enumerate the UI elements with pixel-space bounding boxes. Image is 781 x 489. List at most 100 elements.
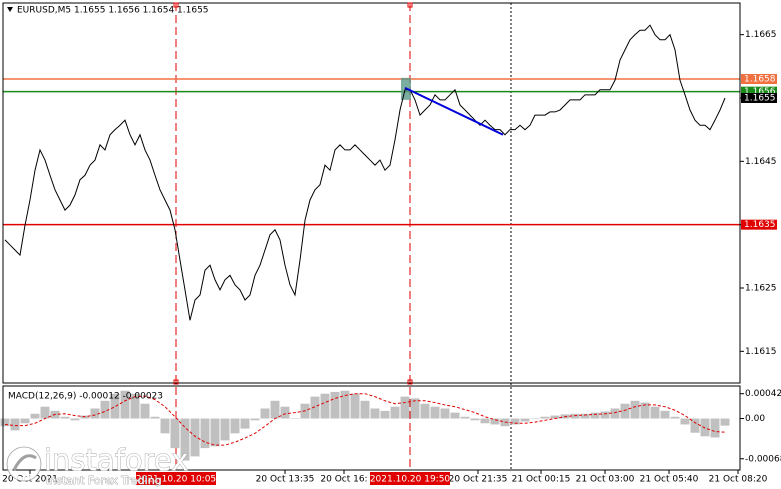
trend-line — [404, 86, 504, 136]
macd-y-tick-label: 0.00042 — [745, 389, 781, 399]
level-box — [741, 74, 777, 84]
macd-bar — [230, 418, 240, 434]
macd-bar — [190, 418, 200, 457]
macd-bar — [200, 418, 210, 449]
macd-bar — [610, 408, 620, 419]
macd-bar — [470, 418, 480, 421]
marker-bottom — [407, 379, 413, 385]
macd-bar — [70, 418, 80, 421]
macd-bar — [310, 396, 320, 419]
x-tick-label: 20 Oct 16: — [320, 475, 367, 485]
macd-bar — [680, 418, 690, 425]
macd-bar — [180, 418, 190, 461]
macd-bar — [220, 418, 230, 441]
macd-bar — [600, 411, 610, 419]
y-tick-label: 1.1665 — [745, 30, 777, 40]
macd-bar — [150, 416, 160, 419]
macd-bar — [450, 412, 460, 419]
macd-bar — [690, 418, 700, 433]
x-tick-label: 21 Oct 05:40 — [640, 475, 699, 485]
macd-bar — [250, 418, 260, 421]
macd-bar — [700, 418, 710, 437]
level-label: 1.1658 — [744, 75, 776, 85]
macd-bar — [420, 403, 430, 419]
macd-bar — [710, 418, 720, 438]
macd-bar — [10, 418, 20, 431]
x-tick-label: 21 Oct 03:00 — [576, 475, 635, 485]
level-box — [741, 93, 777, 103]
macd-bar — [520, 418, 530, 422]
macd-bar — [540, 416, 550, 419]
macd-bar — [570, 413, 580, 419]
level-box — [741, 219, 777, 230]
plots — [0, 3, 744, 474]
macd-bar — [430, 406, 440, 419]
logo-ring — [7, 447, 41, 481]
macd-bar — [490, 418, 500, 425]
macd-bar — [630, 400, 640, 419]
y-tick-label: 1.1645 — [745, 157, 777, 167]
macd-bar — [330, 391, 340, 419]
level-label: 1.1655 — [744, 94, 776, 104]
watermark-name: instaforex — [44, 443, 188, 477]
macd-bar — [340, 390, 350, 419]
x-tick-label: 20 Oct 13:35 — [256, 475, 315, 485]
macd-bar — [280, 406, 290, 419]
marker-box — [136, 472, 216, 485]
macd-bar — [530, 418, 540, 420]
macd-bar — [20, 418, 30, 424]
macd-bar — [360, 400, 370, 419]
y-tick-label: 1.1625 — [745, 284, 777, 294]
macd-bar — [400, 396, 410, 419]
macd-bar — [240, 418, 250, 429]
macd-bar — [410, 398, 420, 419]
marker-bottom — [173, 379, 179, 385]
macd-bar — [90, 408, 100, 419]
watermark-tagline: Instant Forex Trading — [46, 474, 162, 487]
x-tick-label: 21 Oct 00:15 — [512, 475, 571, 485]
macd-bar — [650, 406, 660, 419]
macd-bar — [260, 408, 270, 419]
macd-y-tick-label: -0.00068 — [745, 454, 781, 464]
macd-bar — [380, 410, 390, 419]
macd-bar — [0, 418, 10, 427]
macd-bar — [120, 390, 130, 419]
marker-top — [407, 2, 413, 8]
macd-bar — [350, 393, 360, 419]
marker-box — [370, 472, 450, 485]
macd-bar — [100, 400, 110, 419]
price-frame — [2, 2, 741, 384]
marker-label: 2021.10.20 19:50 — [370, 475, 451, 485]
macd-frame — [2, 385, 741, 471]
macd-bar — [660, 410, 670, 419]
x-tick-label: 20 Oct 21:35 — [449, 475, 508, 485]
macd-bar — [140, 403, 150, 419]
macd-bar — [160, 418, 170, 434]
menu-arrow — [7, 7, 13, 12]
macd-bar — [290, 418, 300, 420]
macd-bar — [580, 413, 590, 419]
macd-bar — [480, 418, 490, 424]
level-label: 1.1635 — [744, 220, 776, 230]
macd-bar — [130, 393, 140, 419]
marker-top — [173, 2, 179, 8]
macd-bar — [60, 416, 70, 419]
macd-bar — [640, 402, 650, 419]
macd-bar — [320, 393, 330, 419]
macd-bar — [30, 413, 40, 419]
macd-bar — [170, 418, 180, 449]
macd-label: MACD(12,26,9) -0.00012 -0.00023 — [8, 392, 163, 402]
marker-label: 2021.10.20 10:05 — [136, 475, 216, 485]
macd-bar — [110, 393, 120, 419]
macd-bar — [40, 406, 50, 419]
price-line — [4, 24, 726, 321]
signal-line — [4, 393, 726, 446]
macd-bar — [210, 418, 220, 447]
macd-y-tick-label: 0.00 — [745, 414, 765, 424]
macd-bar — [440, 408, 450, 419]
y-tick-label: 1.1615 — [745, 347, 777, 357]
macd-bar — [370, 408, 380, 419]
logo-swoosh — [12, 454, 37, 471]
logo-ring-outline — [6, 446, 42, 482]
macd-bar — [590, 412, 600, 419]
